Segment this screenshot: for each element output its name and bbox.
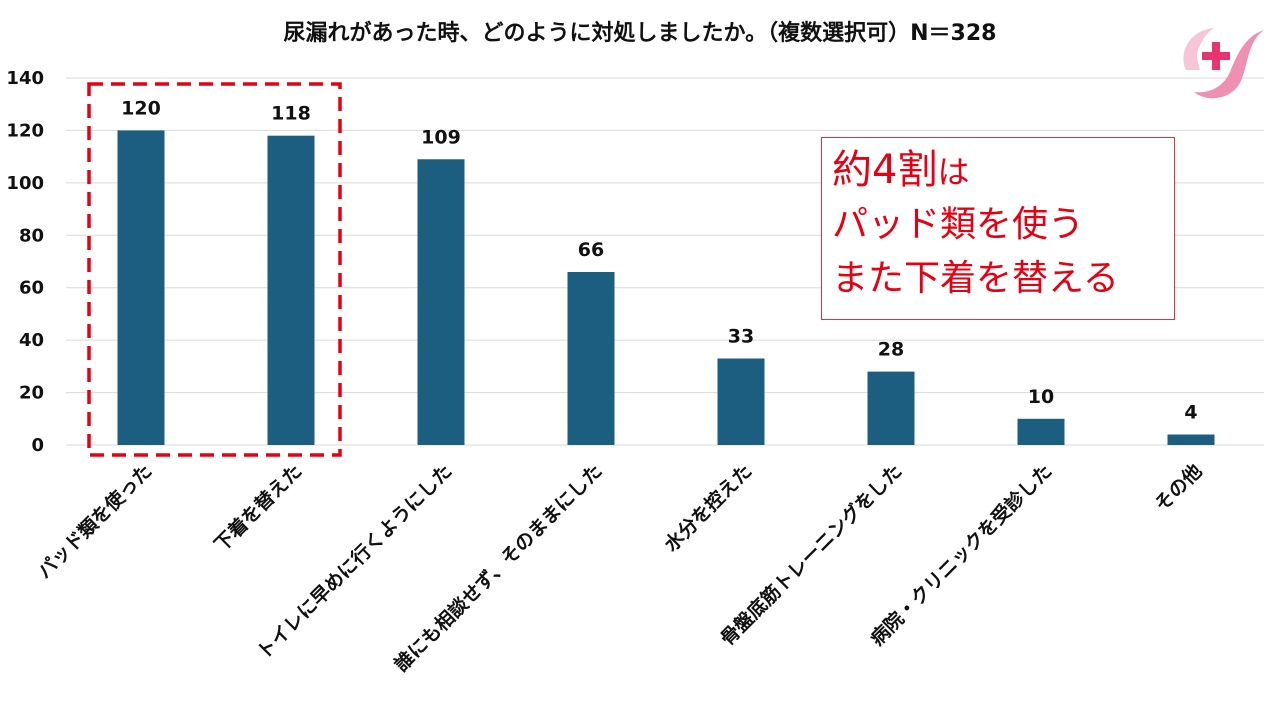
callout-line-3: また下着を替える: [832, 258, 1119, 299]
bar: [267, 135, 315, 445]
bar: [867, 371, 915, 445]
x-tick-label: 下着を替えた: [210, 459, 307, 556]
data-label: 4: [1184, 402, 1197, 424]
bar: [1167, 434, 1215, 445]
pink-cross-logo-icon: [1183, 28, 1264, 99]
data-label: 33: [728, 325, 754, 347]
callout-box: 約4割は パッド類を使う また下着を替える: [821, 137, 1175, 320]
data-labels: 120 118 109 66 33 28 10 4: [121, 97, 1197, 423]
x-tick-label: その他: [1150, 459, 1207, 516]
y-tick-label: 120: [6, 120, 44, 141]
y-tick-label: 100: [6, 173, 44, 194]
callout-particle: は: [937, 153, 970, 191]
bar: [567, 271, 615, 445]
callout-emphasis: 約4割: [832, 147, 938, 193]
data-label: 120: [121, 97, 161, 119]
y-tick-label: 140: [6, 68, 44, 89]
y-tick-label: 60: [19, 278, 44, 299]
chart-title: 尿漏れがあった時、どのように対処しましたか。（複数選択可）N＝328: [284, 20, 997, 46]
y-axis-ticks: 0 20 40 60 80 100 120 140: [6, 68, 44, 456]
bar: [717, 358, 765, 445]
y-tick-label: 80: [19, 225, 44, 246]
bar: [1017, 418, 1065, 445]
data-label: 109: [421, 126, 461, 148]
callout-line-1: 約4割は: [832, 144, 1174, 198]
bar: [117, 130, 165, 445]
callout-line-2: パッド類を使う: [832, 204, 1085, 245]
data-label: 28: [878, 339, 904, 361]
bars: [117, 130, 1215, 445]
y-tick-label: 0: [31, 435, 44, 456]
x-tick-label: 病院・クリニックを受診した: [866, 459, 1057, 650]
y-tick-label: 20: [19, 383, 44, 404]
highlight-dashed-box: [87, 82, 342, 457]
data-label: 66: [578, 239, 604, 261]
bar: [417, 159, 465, 445]
x-tick-label: 骨盤底筋トレーニングをした: [716, 459, 907, 650]
data-label: 118: [271, 103, 311, 125]
x-tick-label: パッド類を使った: [33, 460, 156, 583]
x-tick-label: 水分を控えた: [660, 459, 757, 556]
data-label: 10: [1028, 386, 1054, 408]
y-tick-label: 40: [19, 330, 44, 351]
gridlines: [66, 77, 1264, 446]
x-axis-ticks: パッド類を使った 下着を替えたトイレに早めに行くようにした誰にも相談せず、そのまま…: [33, 459, 1206, 676]
